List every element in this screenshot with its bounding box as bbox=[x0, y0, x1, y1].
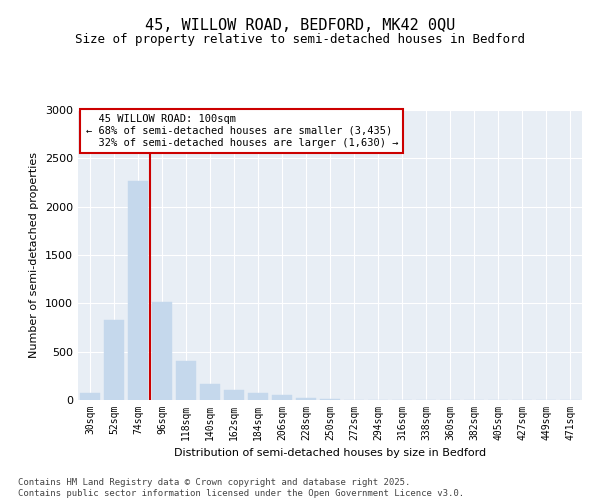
Bar bbox=[320, 399, 340, 400]
Y-axis label: Number of semi-detached properties: Number of semi-detached properties bbox=[29, 152, 40, 358]
Bar bbox=[104, 320, 124, 400]
Bar bbox=[152, 302, 172, 400]
Bar bbox=[296, 398, 316, 400]
Text: Contains HM Land Registry data © Crown copyright and database right 2025.
Contai: Contains HM Land Registry data © Crown c… bbox=[18, 478, 464, 498]
Bar bbox=[224, 390, 244, 400]
Text: 45 WILLOW ROAD: 100sqm
← 68% of semi-detached houses are smaller (3,435)
  32% o: 45 WILLOW ROAD: 100sqm ← 68% of semi-det… bbox=[86, 114, 398, 148]
Bar bbox=[200, 384, 220, 400]
Bar bbox=[128, 180, 148, 400]
Text: 45, WILLOW ROAD, BEDFORD, MK42 0QU: 45, WILLOW ROAD, BEDFORD, MK42 0QU bbox=[145, 18, 455, 32]
Bar bbox=[272, 395, 292, 400]
Bar bbox=[248, 393, 268, 400]
Bar bbox=[80, 393, 100, 400]
Text: Size of property relative to semi-detached houses in Bedford: Size of property relative to semi-detach… bbox=[75, 32, 525, 46]
Bar bbox=[176, 362, 196, 400]
X-axis label: Distribution of semi-detached houses by size in Bedford: Distribution of semi-detached houses by … bbox=[174, 448, 486, 458]
